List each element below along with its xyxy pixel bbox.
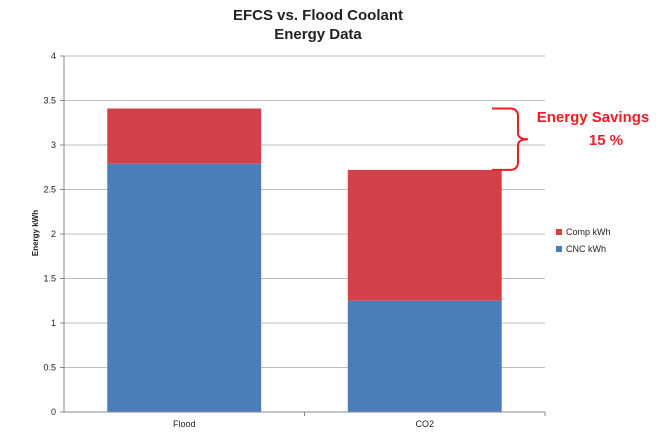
chart-title-line-2: Energy Data bbox=[274, 26, 362, 43]
energy-savings-annotation: Energy Savings 15 % bbox=[492, 107, 650, 171]
x-tick-label: CO2 bbox=[415, 419, 434, 429]
legend-swatch-cnc-kwh bbox=[556, 246, 562, 252]
legend-label-comp-kwh: Comp kWh bbox=[566, 227, 611, 237]
legend-swatch-comp-kwh bbox=[556, 229, 562, 235]
x-tick-label: Flood bbox=[173, 419, 196, 429]
y-tick-label: 4 bbox=[51, 51, 56, 61]
legend: Comp kWh CNC kWh bbox=[556, 227, 611, 254]
y-tick-label: 3.5 bbox=[43, 96, 56, 106]
annotation-line-2: 15 % bbox=[589, 132, 623, 149]
bar-flood-cnc-kwh bbox=[107, 163, 262, 412]
axes: 0 0.5 1 1.5 2 2.5 3 3.5 4 Flood CO2 bbox=[43, 51, 546, 429]
y-tick-label: 1.5 bbox=[43, 274, 56, 284]
bar-co2-cnc-kwh bbox=[347, 300, 502, 412]
y-tick-label: 2.5 bbox=[43, 185, 56, 195]
chart-title-line-1: EFCS vs. Flood Coolant bbox=[233, 7, 403, 24]
bars bbox=[107, 108, 502, 412]
bar-flood-comp-kwh bbox=[107, 108, 262, 164]
legend-label-cnc-kwh: CNC kWh bbox=[566, 244, 606, 254]
y-tick-label: 1 bbox=[51, 318, 56, 328]
annotation-line-1: Energy Savings bbox=[537, 109, 650, 126]
y-tick-label: 0 bbox=[51, 407, 56, 417]
y-axis-label: Energy kWh bbox=[31, 210, 40, 256]
y-tick-label: 0.5 bbox=[43, 363, 56, 373]
y-tick-label: 2 bbox=[51, 229, 56, 239]
y-tick-label: 3 bbox=[51, 140, 56, 150]
chart-title: EFCS vs. Flood Coolant Energy Data bbox=[233, 7, 403, 43]
annotation-brace bbox=[492, 107, 529, 171]
bar-co2-comp-kwh bbox=[347, 169, 502, 301]
